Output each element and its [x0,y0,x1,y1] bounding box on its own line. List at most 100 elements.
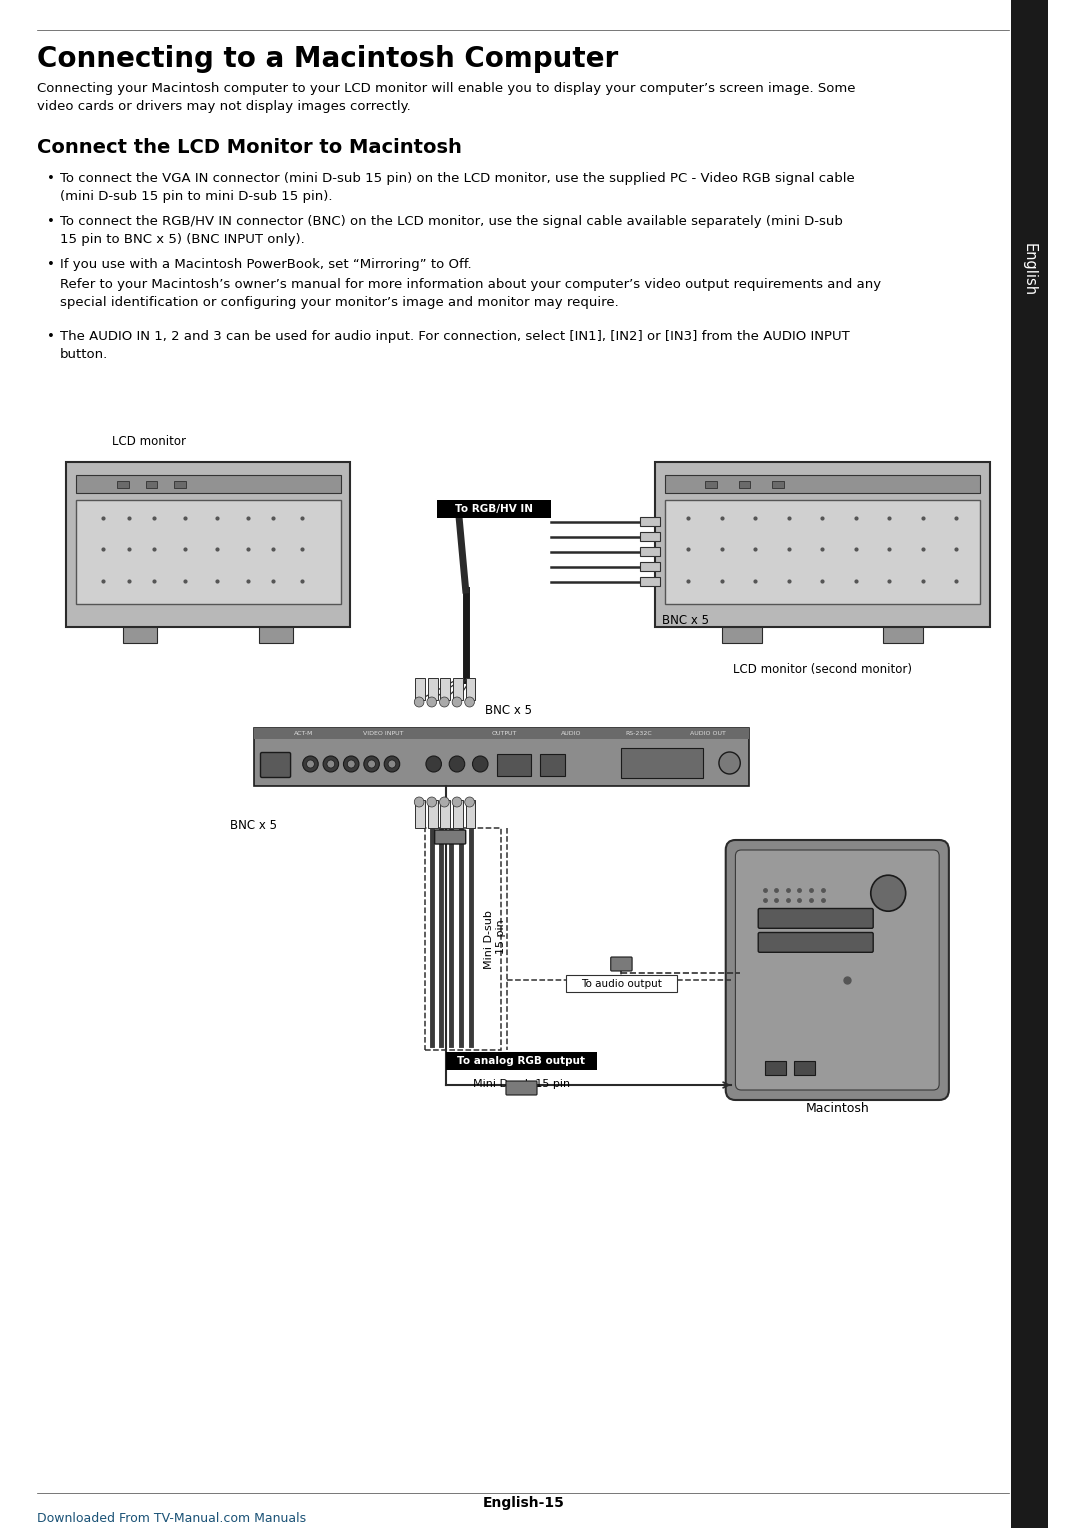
Circle shape [364,756,379,772]
Circle shape [427,697,436,707]
Circle shape [449,756,464,772]
Bar [117,481,129,489]
Text: To connect the RGB/HV IN connector (BNC) on the LCD monitor, use the signal cabl: To connect the RGB/HV IN connector (BNC)… [60,215,843,246]
Bar [640,532,660,541]
Bar [76,475,340,494]
Circle shape [367,759,376,769]
Bar [540,753,565,776]
Circle shape [464,697,474,707]
Text: VIDEO INPUT: VIDEO INPUT [363,730,404,735]
Text: AUDIO: AUDIO [561,730,581,735]
Text: RS-232C: RS-232C [625,730,652,735]
Bar [664,475,980,494]
Text: •: • [46,173,54,185]
Bar [146,481,158,489]
Bar [446,1051,596,1070]
Text: English: English [1022,243,1037,296]
Text: To connect the VGA IN connector (mini D-sub 15 pin) on the LCD monitor, use the : To connect the VGA IN connector (mini D-… [60,173,855,203]
Bar [640,516,660,526]
Bar [436,500,551,518]
Bar [465,678,475,700]
Circle shape [427,798,436,807]
Text: To audio output: To audio output [581,978,662,989]
Text: To RGB/HV IN: To RGB/HV IN [455,504,532,513]
FancyBboxPatch shape [758,909,874,929]
Bar [428,801,437,828]
Bar [454,678,463,700]
Circle shape [307,759,314,769]
Text: BNC x 5: BNC x 5 [485,703,532,717]
Bar [721,626,762,643]
Circle shape [440,798,449,807]
Circle shape [415,697,424,707]
Text: Connecting to a Macintosh Computer: Connecting to a Macintosh Computer [37,44,618,73]
Circle shape [464,798,474,807]
Circle shape [440,697,449,707]
Circle shape [453,798,462,807]
Bar [415,801,424,828]
Text: Refer to your Macintosh’s owner’s manual for more information about your compute: Refer to your Macintosh’s owner’s manual… [60,278,881,309]
Text: Connect the LCD Monitor to Macintosh: Connect the LCD Monitor to Macintosh [37,138,462,157]
Bar [739,481,751,489]
Text: LCD monitor (second monitor): LCD monitor (second monitor) [732,663,912,675]
Bar [621,749,703,778]
Bar [254,727,750,785]
Text: To analog RGB output: To analog RGB output [458,1056,585,1067]
Text: •: • [46,258,54,270]
Circle shape [323,756,339,772]
Bar [497,753,530,776]
Bar [454,801,463,828]
Text: Downloaded From TV-Manual.com Manuals: Downloaded From TV-Manual.com Manuals [37,1511,306,1525]
Circle shape [384,756,400,772]
Circle shape [870,876,906,911]
Circle shape [472,756,488,772]
Text: •: • [46,215,54,228]
Circle shape [343,756,359,772]
Bar [765,1060,786,1076]
Circle shape [453,697,462,707]
Bar [66,461,350,626]
Bar [424,828,501,1050]
Bar [640,547,660,556]
Text: AUDIO OUT: AUDIO OUT [690,730,726,735]
Bar [428,678,437,700]
FancyBboxPatch shape [758,932,874,952]
Bar [123,626,157,643]
Bar [174,481,186,489]
Circle shape [719,752,740,775]
Bar [1011,0,1048,1528]
Circle shape [302,756,319,772]
Bar [415,678,424,700]
Text: Mini D-sub 15 pin: Mini D-sub 15 pin [473,1079,570,1089]
Bar [441,678,450,700]
Text: Mini D-sub
  15 pin: Mini D-sub 15 pin [484,911,507,969]
Text: BNC x 5: BNC x 5 [230,819,276,831]
Bar [566,975,677,992]
Bar [441,801,450,828]
Bar [772,481,784,489]
Text: ACT-M: ACT-M [294,730,313,735]
Circle shape [327,759,335,769]
Text: LCD monitor: LCD monitor [111,435,186,448]
Text: Macintosh: Macintosh [806,1102,869,1115]
FancyBboxPatch shape [505,1080,537,1096]
Bar [465,801,475,828]
Bar [664,500,980,604]
Bar [705,481,717,489]
FancyBboxPatch shape [434,830,465,843]
Circle shape [426,756,442,772]
Circle shape [348,759,355,769]
FancyBboxPatch shape [735,850,940,1089]
Text: If you use with a Macintosh PowerBook, set “Mirroring” to Off.: If you use with a Macintosh PowerBook, s… [60,258,472,270]
Circle shape [388,759,396,769]
Bar [259,626,294,643]
Bar [654,461,989,626]
Bar [640,562,660,571]
Bar [76,500,340,604]
Bar [882,626,922,643]
Text: English-15: English-15 [483,1496,565,1510]
FancyBboxPatch shape [611,957,632,970]
Text: The AUDIO IN 1, 2 and 3 can be used for audio input. For connection, select [IN1: The AUDIO IN 1, 2 and 3 can be used for … [60,330,850,361]
FancyBboxPatch shape [260,752,291,778]
Text: BNC x 5: BNC x 5 [662,614,708,626]
